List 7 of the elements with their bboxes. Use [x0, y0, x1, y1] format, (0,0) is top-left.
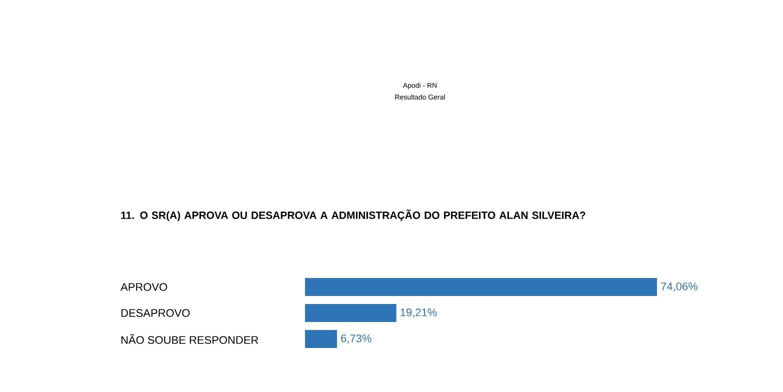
y-tick-label: DESAPROVO [121, 309, 190, 317]
chart-title: 11. O SR(A) APROVA OU DESAPROVA A ADMINISTRAÇÃO DO PREFEITO ALAN SILVEIRA? [121, 210, 586, 222]
y-tick-label: APROVO [120, 283, 168, 291]
data-label: 74,06% [661, 282, 698, 292]
data-label: 19,21% [400, 308, 437, 318]
y-tick-label: NÃO SOUBE RESPONDER [121, 334, 258, 344]
data-label: 6,73% [341, 334, 372, 344]
